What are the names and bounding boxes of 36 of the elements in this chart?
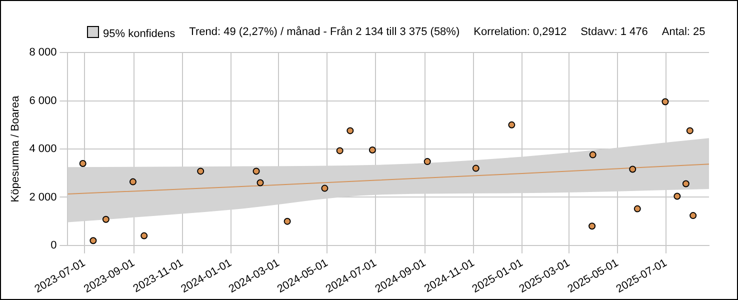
y-tick-label: 8 000 (29, 46, 57, 59)
point (90, 237, 97, 244)
point (589, 151, 596, 158)
y-tick-label: 2 000 (29, 191, 57, 204)
point (508, 121, 516, 128)
point (252, 168, 260, 175)
point (472, 164, 480, 172)
text: Trend: 49 (2,27%) / månad - Från 2 134 till 3 375 (58%) (189, 26, 460, 40)
point (197, 168, 204, 175)
point (682, 180, 690, 188)
point (140, 232, 148, 240)
point (690, 212, 697, 220)
point (284, 218, 291, 225)
text: Stdavv: 1 476 (580, 26, 648, 40)
text: Antal: 25 (662, 26, 706, 40)
legend-title: 95% konfidens (102, 27, 176, 42)
point (336, 147, 344, 154)
point (662, 98, 669, 106)
point (674, 192, 681, 200)
point (102, 216, 110, 223)
point (256, 179, 264, 186)
point (321, 184, 328, 192)
point (634, 205, 641, 212)
point (368, 146, 376, 154)
text: Korrelation: 0,2912 (474, 26, 567, 40)
y-tick-label: 4 000 (29, 143, 57, 156)
point (588, 222, 596, 230)
point (129, 178, 136, 186)
y-tick-label: 0 (50, 239, 57, 252)
y-tick-label: 6 000 (29, 94, 57, 107)
point (79, 160, 86, 167)
point (686, 127, 694, 134)
point (424, 158, 431, 166)
y-axis-title: Köpesumma / Boarea (10, 94, 22, 202)
point (346, 127, 354, 134)
point (629, 166, 636, 173)
